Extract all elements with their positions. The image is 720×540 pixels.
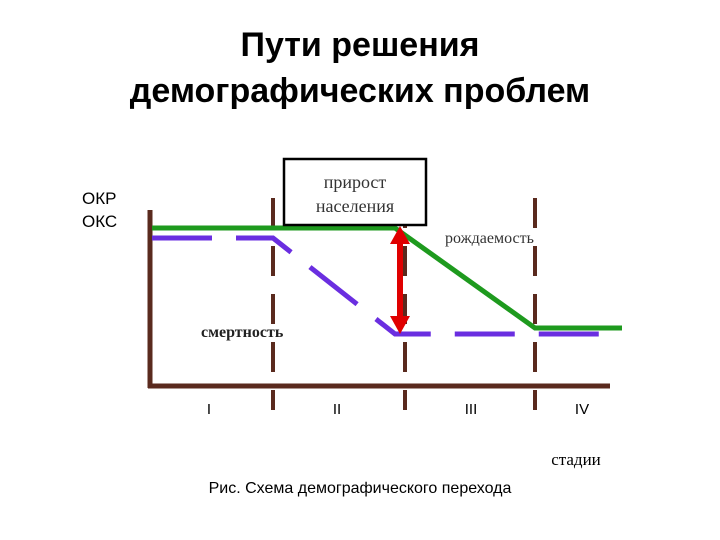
stage-label-3: III bbox=[465, 401, 478, 418]
stage-label-1: I bbox=[207, 401, 211, 418]
y-label-oks: ОКС bbox=[82, 212, 117, 231]
population-growth-box bbox=[282, 157, 428, 227]
title-line-1: Пути решения bbox=[240, 26, 480, 64]
box-label-line-1: прирост bbox=[324, 172, 387, 192]
death-rate-line bbox=[152, 235, 622, 337]
stage-label-2: II bbox=[333, 401, 341, 418]
figure-caption: Рис. Схема демографического перехода bbox=[208, 480, 512, 497]
arrow-head-up bbox=[390, 226, 410, 244]
box-label-line-2: населения bbox=[316, 196, 394, 216]
birth-rate-label: рождаемость bbox=[445, 230, 534, 247]
title-line-2: демографических проблем bbox=[129, 72, 591, 110]
y-label-okr: ОКР bbox=[82, 189, 116, 208]
x-axis-label: стадии bbox=[551, 450, 601, 469]
death-rate-label: смертность bbox=[201, 324, 284, 341]
page-title: Пути решения демографических проблем bbox=[0, 22, 720, 114]
stage-label-4: IV bbox=[575, 401, 589, 418]
arrow-head-down bbox=[390, 316, 410, 334]
birth-rate-line bbox=[152, 225, 622, 331]
